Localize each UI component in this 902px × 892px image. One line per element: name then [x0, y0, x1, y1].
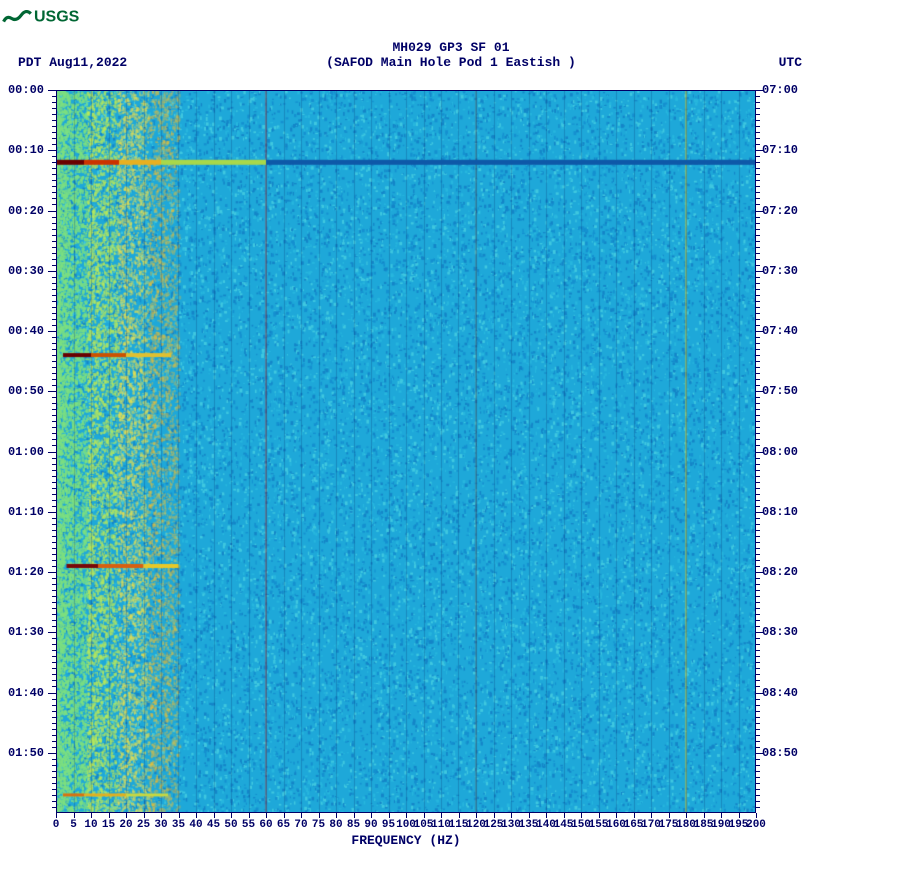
ytick-left: 00:00: [0, 83, 44, 97]
spectrogram-canvas: [56, 90, 756, 813]
x-axis-frequency: FREQUENCY (HZ) 05 10 15 20 25 30 35 40 45 50 55 60 6…: [56, 813, 756, 863]
plot-title-line2: (SAFOD Main Hole Pod 1 Eastish ): [0, 55, 902, 70]
ytick-right: 07:00: [762, 83, 812, 97]
xtick: 70: [294, 819, 307, 831]
pdt-date-label: PDT Aug11,2022: [18, 55, 127, 70]
y-axis-right-utc: 07:0007:1007:2007:3007:4007:5008:0008:10…: [756, 90, 816, 813]
xtick: 45: [207, 819, 220, 831]
plot-title-line1: MH029 GP3 SF 01: [0, 40, 902, 55]
xtick: 55: [242, 819, 255, 831]
xtick: 85: [347, 819, 360, 831]
ytick-right: 07:40: [762, 324, 812, 338]
xtick: 25: [137, 819, 150, 831]
xtick: 15: [102, 819, 115, 831]
utc-label: UTC: [779, 55, 802, 70]
ytick-right: 08:10: [762, 505, 812, 519]
xtick: 10: [84, 819, 97, 831]
xtick: 40: [189, 819, 202, 831]
ytick-right: 07:30: [762, 264, 812, 278]
ytick-left: 00:20: [0, 204, 44, 218]
xtick: 80: [329, 819, 342, 831]
x-axis-label: FREQUENCY (HZ): [56, 833, 756, 848]
ytick-right: 08:20: [762, 565, 812, 579]
ytick-right: 07:20: [762, 204, 812, 218]
xtick: 65: [277, 819, 290, 831]
xtick: 20: [119, 819, 132, 831]
xtick: 90: [364, 819, 377, 831]
xtick: 35: [172, 819, 185, 831]
xtick: 95: [382, 819, 395, 831]
ytick-left: 01:00: [0, 445, 44, 459]
xtick: 0: [53, 819, 60, 831]
ytick-right: 08:30: [762, 625, 812, 639]
ytick-left: 00:30: [0, 264, 44, 278]
ytick-left: 01:20: [0, 565, 44, 579]
svg-text:USGS: USGS: [34, 9, 80, 26]
ytick-left: 01:10: [0, 505, 44, 519]
ytick-right: 08:00: [762, 445, 812, 459]
ytick-right: 07:10: [762, 143, 812, 157]
ytick-right: 07:50: [762, 384, 812, 398]
y-axis-left-pdt: 00:0000:1000:2000:3000:4000:5001:0001:10…: [0, 90, 56, 813]
xtick: 5: [70, 819, 77, 831]
usgs-logo: USGS: [2, 2, 98, 30]
ytick-left: 01:30: [0, 625, 44, 639]
xtick: 50: [224, 819, 237, 831]
ytick-left: 01:40: [0, 686, 44, 700]
ytick-right: 08:40: [762, 686, 812, 700]
spectrogram-plot: [56, 90, 756, 813]
xtick: 75: [312, 819, 325, 831]
ytick-left: 00:40: [0, 324, 44, 338]
xtick: 30: [154, 819, 167, 831]
ytick-left: 00:50: [0, 384, 44, 398]
ytick-left: 00:10: [0, 143, 44, 157]
ytick-left: 01:50: [0, 746, 44, 760]
xtick: 200: [746, 819, 766, 831]
ytick-right: 08:50: [762, 746, 812, 760]
xtick: 60: [259, 819, 272, 831]
